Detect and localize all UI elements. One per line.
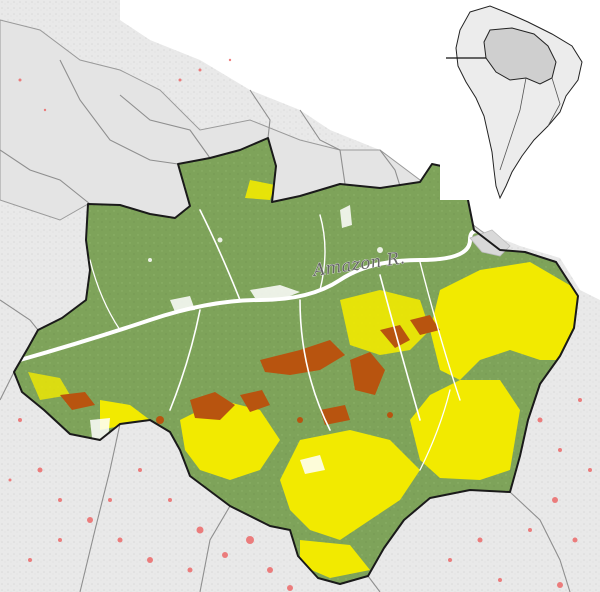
inset-country-lines — [499, 77, 561, 171]
country-borders — [0, 59, 571, 592]
deforestation-hotspots — [60, 315, 440, 425]
south-america-inset — [440, 0, 600, 200]
legal-amazon-border — [13, 137, 579, 585]
amazon-river-system — [18, 209, 502, 471]
outside-clearings — [8, 58, 592, 591]
